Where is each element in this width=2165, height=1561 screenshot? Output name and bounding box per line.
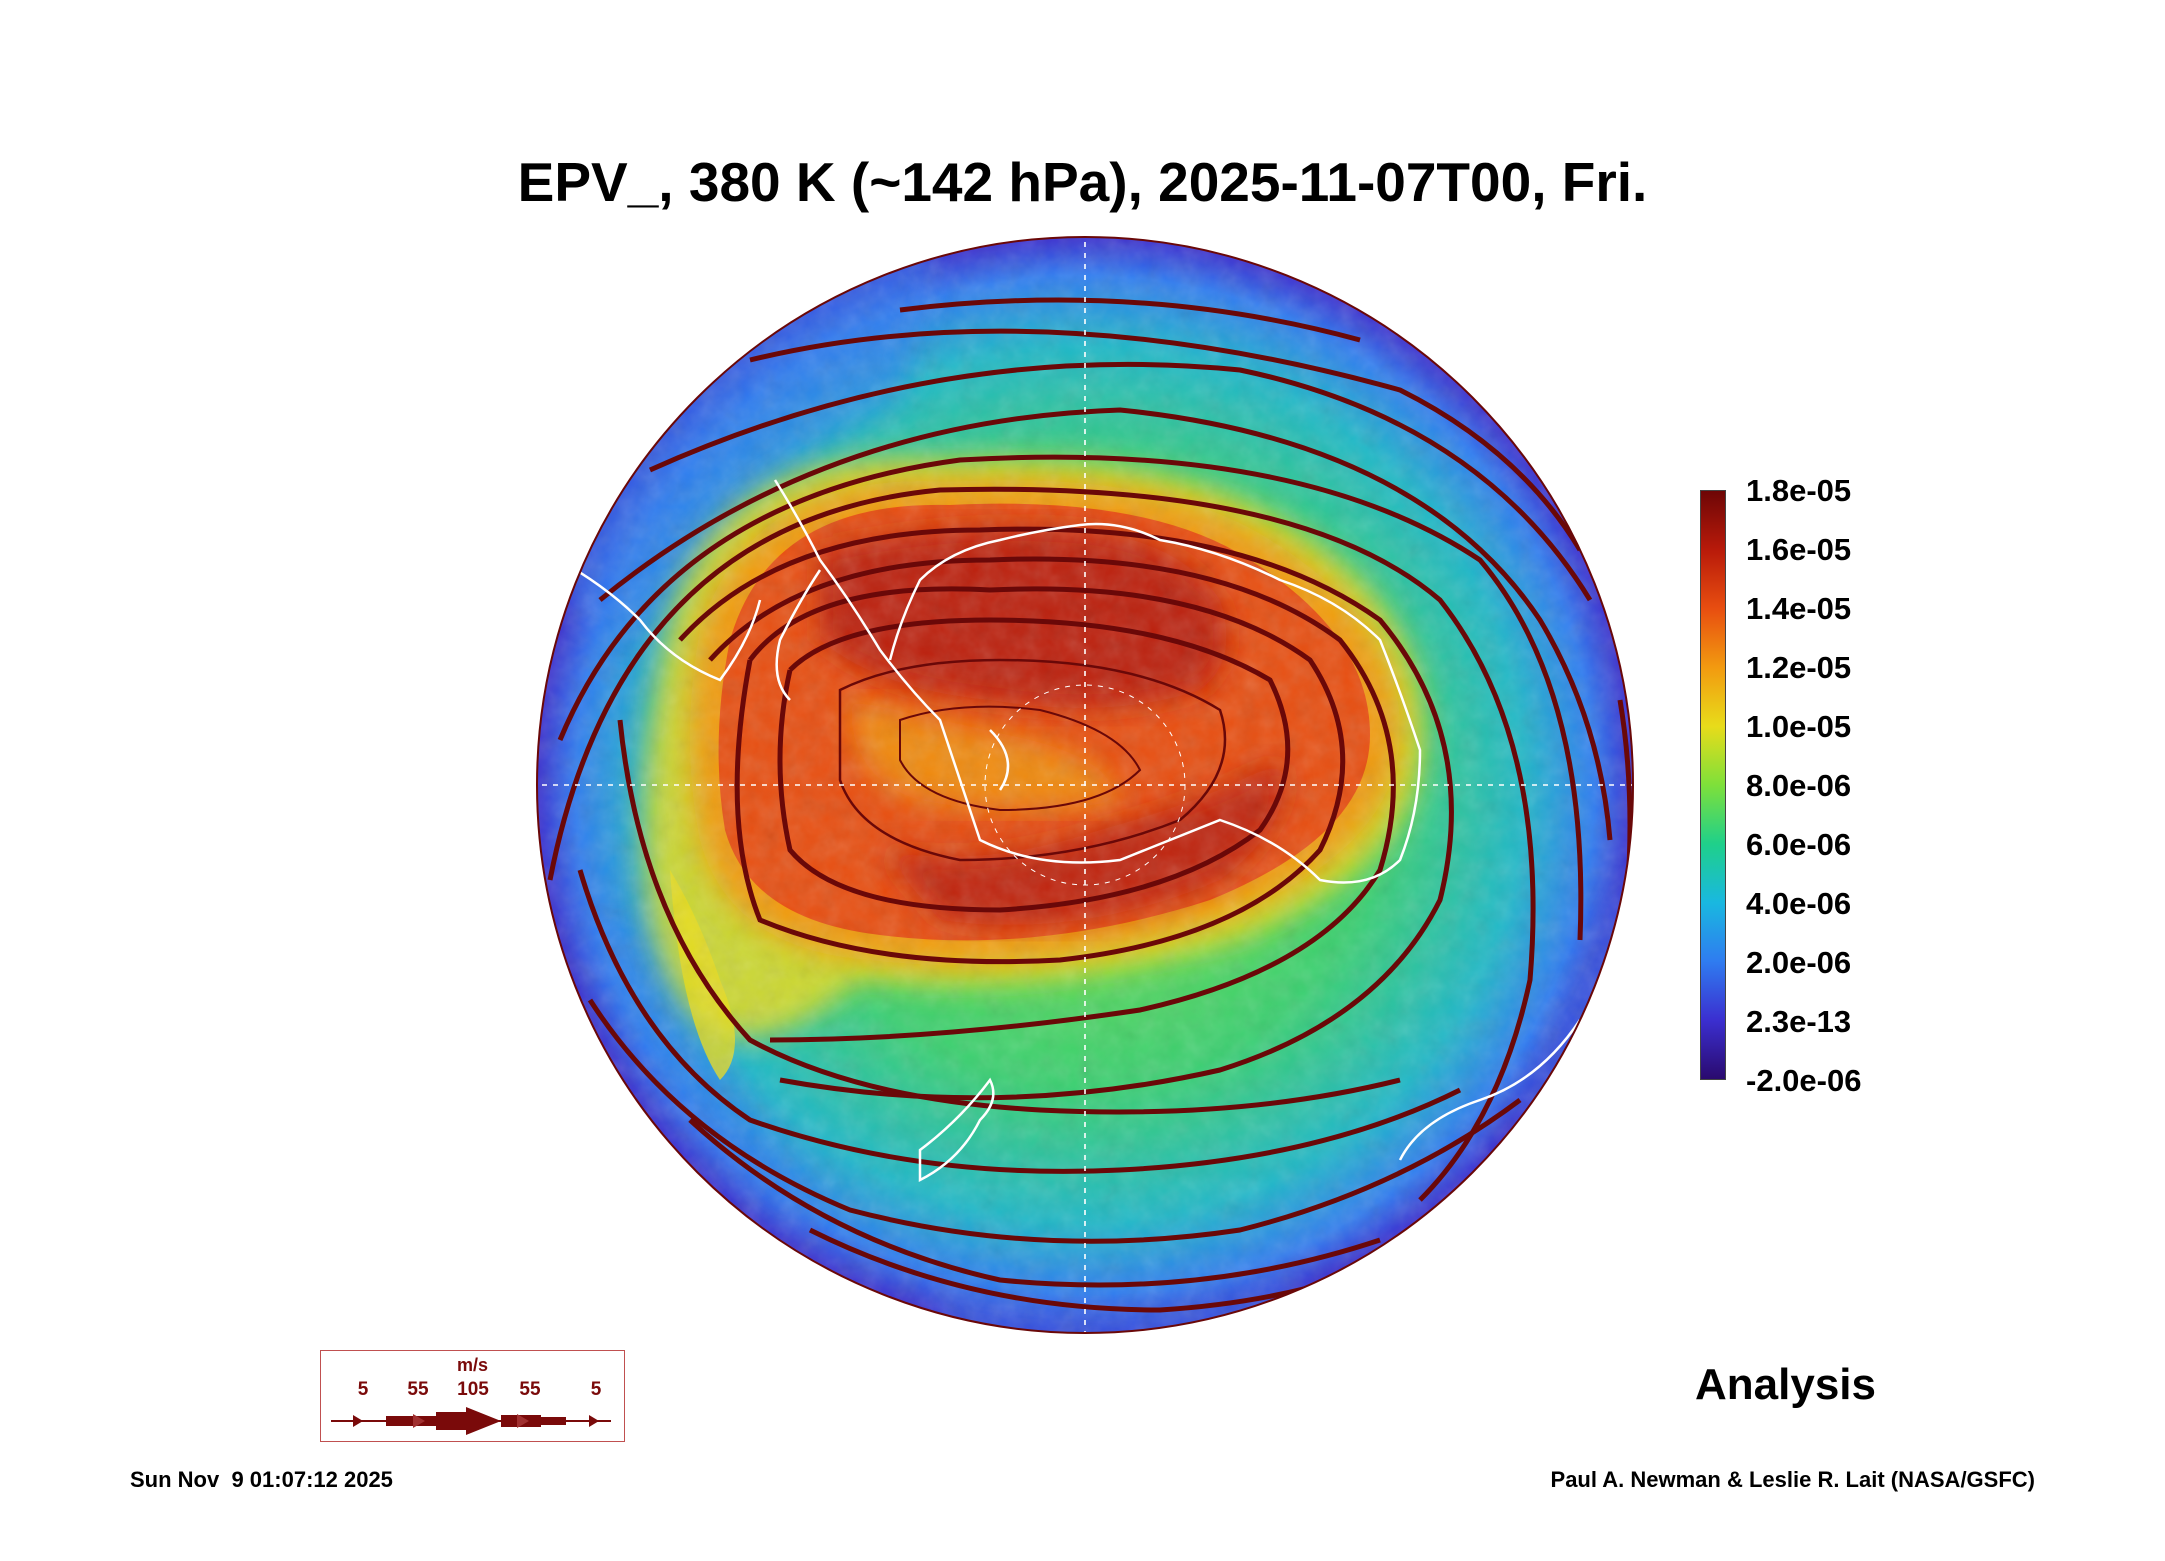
wind-key-speed: 55 bbox=[519, 1379, 541, 1400]
wind-speed-key: m/s 5 55 105 55 5 bbox=[320, 1350, 625, 1442]
wind-key-speed: 5 bbox=[357, 1379, 369, 1400]
colorbar-label: 1.8e-05 bbox=[1746, 473, 1852, 508]
wind-key-speed: 5 bbox=[590, 1379, 602, 1400]
map-title: EPV_, 380 K (~142 hPa), 2025-11-07T00, F… bbox=[517, 151, 1648, 213]
colorbar-label: 1.4e-05 bbox=[1746, 591, 1852, 626]
graticule bbox=[537, 237, 1633, 1333]
colorbar-label: 1.6e-05 bbox=[1746, 532, 1852, 567]
colorbar-label: 4.0e-06 bbox=[1746, 886, 1852, 921]
wind-key-speed: 105 bbox=[457, 1379, 489, 1400]
analysis-label: Analysis bbox=[1695, 1360, 1876, 1409]
colorbar-label: 1.2e-05 bbox=[1746, 650, 1852, 685]
polar-map bbox=[536, 236, 1634, 1334]
credit: Paul A. Newman & Leslie R. Lait (NASA/GS… bbox=[1550, 1467, 2035, 1492]
colorbar-gradient bbox=[1700, 490, 1726, 1080]
wind-key-arrow-graphic bbox=[331, 1407, 611, 1435]
colorbar-label: -2.0e-06 bbox=[1746, 1063, 1862, 1098]
colorbar-label: 8.0e-06 bbox=[1746, 768, 1852, 803]
colorbar-label: 6.0e-06 bbox=[1746, 827, 1852, 862]
colorbar-label: 1.0e-05 bbox=[1746, 709, 1852, 744]
colorbar-label: 2.3e-13 bbox=[1746, 1004, 1852, 1039]
wind-key-unit: m/s bbox=[456, 1355, 489, 1375]
wind-key-speed: 55 bbox=[407, 1379, 429, 1400]
timestamp: Sun Nov 9 01:07:12 2025 bbox=[130, 1467, 393, 1492]
colorbar-label: 2.0e-06 bbox=[1746, 945, 1852, 980]
map-boundary bbox=[536, 236, 1634, 1334]
